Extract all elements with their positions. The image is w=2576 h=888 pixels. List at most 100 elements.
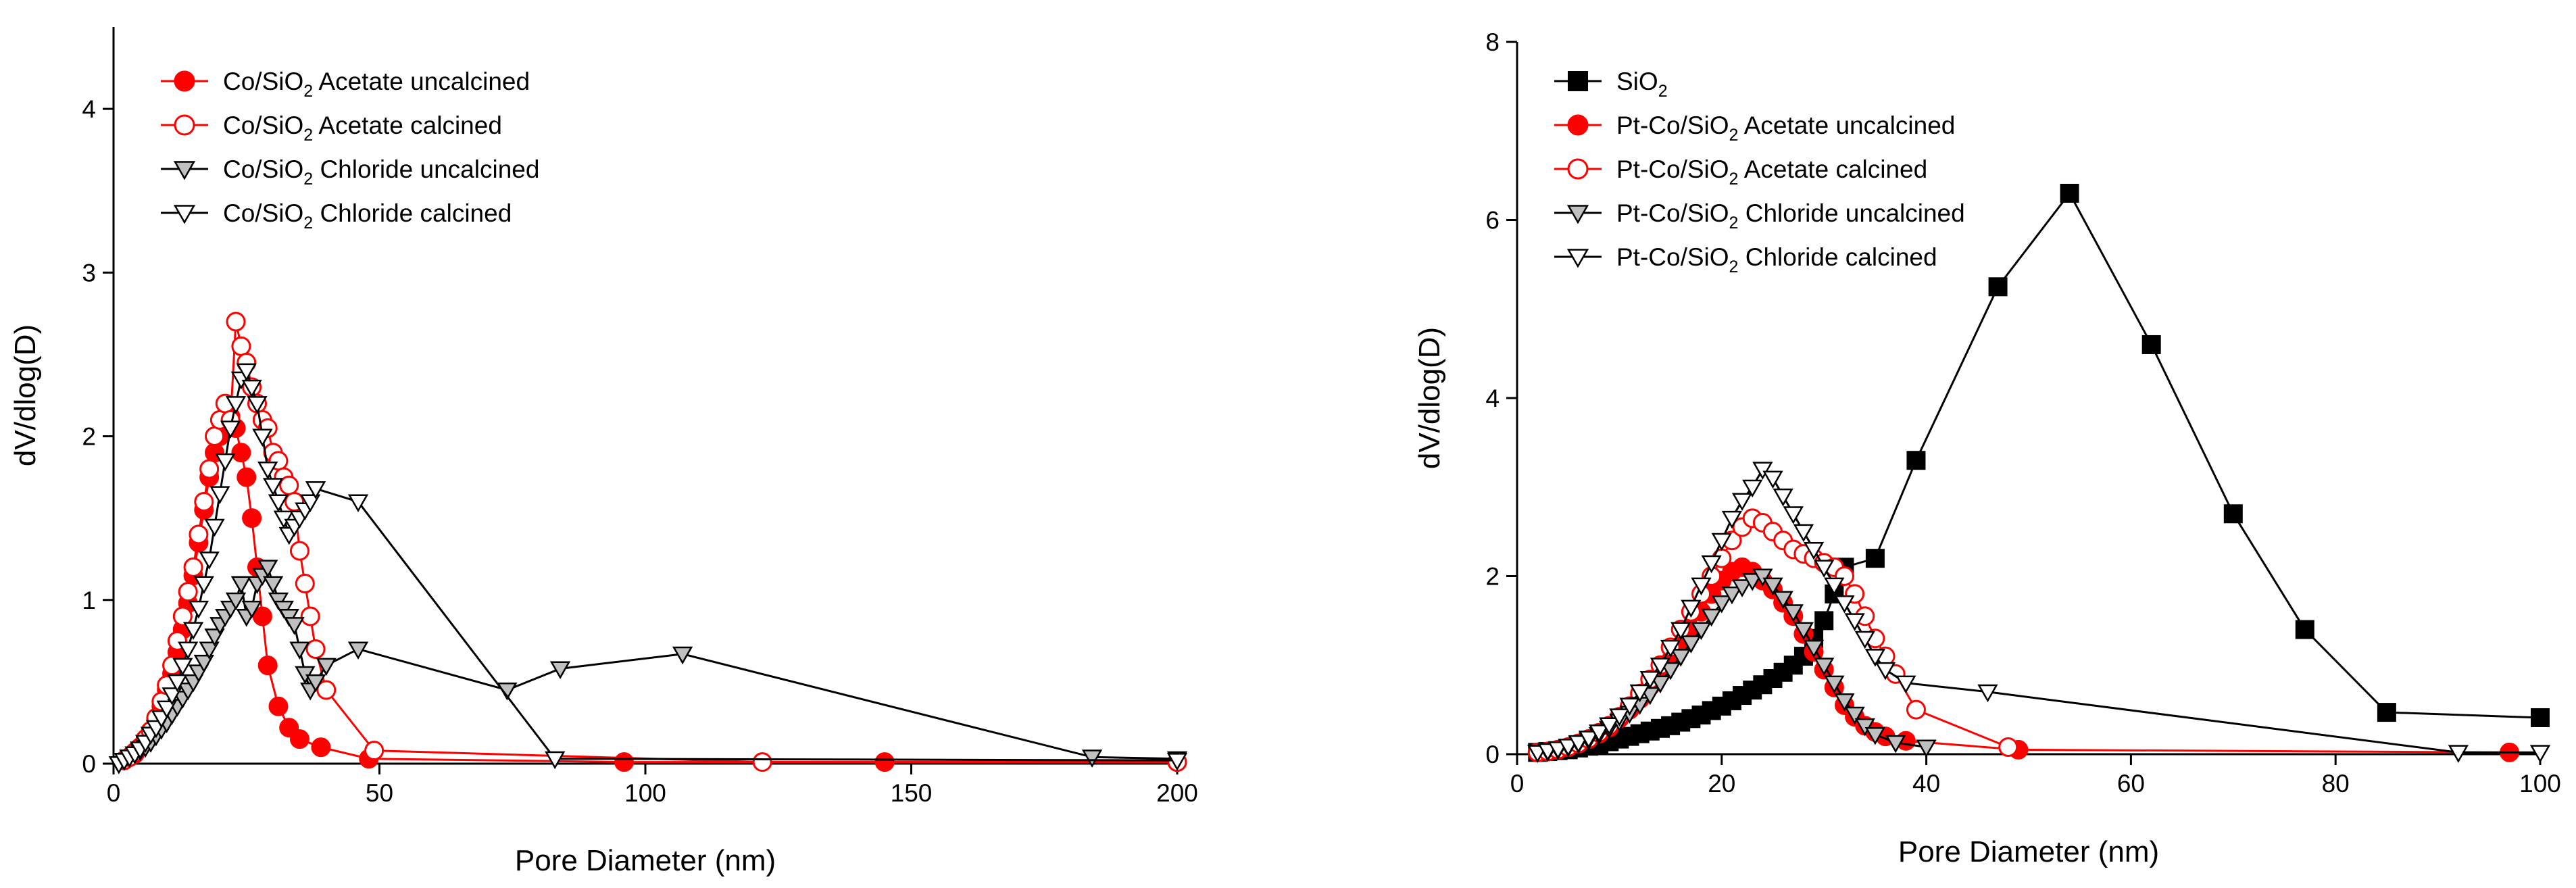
data-point <box>289 729 309 749</box>
data-point <box>172 658 193 676</box>
legend-entry: Co/SiO2 Acetate calcined <box>223 112 502 145</box>
data-point <box>364 741 385 761</box>
data-point <box>1721 586 1743 605</box>
y-tick-label: 1 <box>82 587 96 614</box>
data-point <box>1619 697 1640 716</box>
data-point <box>257 462 278 480</box>
legend-marker <box>1567 158 1589 180</box>
x-tick-label: 200 <box>1156 779 1198 807</box>
data-point <box>1691 577 1712 596</box>
data-point <box>1906 451 1926 470</box>
data-point <box>1701 555 1722 574</box>
data-point <box>1650 675 1671 694</box>
legend-entry: Pt-Co/SiO2 Chloride calcined <box>1616 243 1937 276</box>
data-point <box>1568 735 1589 754</box>
data-point <box>241 379 262 398</box>
data-point <box>268 696 289 716</box>
data-point <box>1588 724 1610 743</box>
data-point <box>295 574 315 594</box>
data-point <box>262 478 284 496</box>
data-point <box>178 641 199 660</box>
data-point <box>167 674 188 693</box>
y-axis-label: dV/dlog(D) <box>9 324 42 466</box>
data-point <box>545 751 566 770</box>
data-point <box>1629 684 1650 703</box>
data-point <box>1844 613 1865 631</box>
x-tick-label: 150 <box>891 779 933 807</box>
data-point <box>1701 608 1722 627</box>
data-point <box>2223 504 2243 524</box>
data-point <box>347 641 369 660</box>
x-tick-label: 50 <box>366 779 393 807</box>
data-point <box>1670 622 1691 641</box>
x-tick-label: 0 <box>107 779 121 807</box>
data-point <box>268 494 289 512</box>
data-point <box>1558 739 1579 757</box>
data-point <box>209 486 230 504</box>
data-point <box>305 639 326 659</box>
data-point <box>225 592 247 611</box>
data-point <box>1773 591 1793 609</box>
data-point <box>752 752 772 772</box>
data-point <box>182 622 204 640</box>
series-3 <box>108 363 1188 774</box>
legend-entry: Pt-Co/SiO2 Chloride uncalcined <box>1616 199 1965 232</box>
data-point <box>1998 737 2018 757</box>
data-point <box>2141 335 2161 354</box>
data-point <box>199 459 220 479</box>
data-point <box>1660 639 1681 658</box>
data-point <box>1814 611 1834 631</box>
data-point <box>305 674 326 693</box>
data-point <box>2295 620 2314 639</box>
data-point <box>1988 277 2008 297</box>
data-point <box>1875 662 1896 681</box>
data-point <box>257 560 278 578</box>
data-point <box>672 646 693 665</box>
data-point <box>1670 649 1691 667</box>
legend-marker <box>1566 249 1589 268</box>
data-point <box>1731 579 1753 597</box>
legend-marker <box>173 161 196 180</box>
data-point <box>262 576 284 595</box>
legend-entry: Pt-Co/SiO2 Acetate uncalcined <box>1616 112 1955 145</box>
left-chart: 0 50 100 150 200 0 1 2 3 4 Pore Diameter (nm) dV/dl… <box>9 27 1198 877</box>
data-point <box>237 467 257 487</box>
data-point <box>1166 753 1188 771</box>
data-point <box>549 661 571 680</box>
data-point <box>189 524 209 545</box>
series-line <box>123 321 1177 764</box>
data-point <box>205 426 225 447</box>
data-point <box>257 656 278 676</box>
data-point <box>2448 745 2469 763</box>
data-point <box>1977 684 1998 703</box>
y-tick-label: 2 <box>1485 563 1500 591</box>
data-point <box>2060 183 2079 203</box>
data-point <box>1814 658 1835 676</box>
data-point <box>311 737 331 758</box>
data-point <box>231 443 251 463</box>
data-point <box>289 641 310 660</box>
data-point <box>1578 731 1600 749</box>
data-point <box>300 494 321 512</box>
data-point <box>199 641 220 660</box>
data-point <box>1793 524 1814 543</box>
data-point <box>1803 639 1825 658</box>
y-tick-label: 0 <box>1485 741 1500 768</box>
x-axis-label: Pore Diameter (nm) <box>515 844 776 877</box>
y-tick-label: 3 <box>82 259 96 287</box>
y-tick-label: 2 <box>82 423 96 451</box>
y-tick-label: 4 <box>82 95 96 123</box>
y-tick-label: 6 <box>1485 207 1500 235</box>
data-point <box>231 336 251 356</box>
legend-marker <box>1567 114 1589 136</box>
data-point <box>289 541 309 561</box>
data-point <box>1854 718 1875 737</box>
data-point <box>1854 631 1875 649</box>
data-point <box>252 428 273 447</box>
data-point <box>1783 604 1804 622</box>
y-axis-label: dV/dlog(D) <box>1413 327 1446 469</box>
data-point <box>1824 577 1845 596</box>
legend-marker <box>173 205 196 224</box>
data-point <box>236 363 257 382</box>
